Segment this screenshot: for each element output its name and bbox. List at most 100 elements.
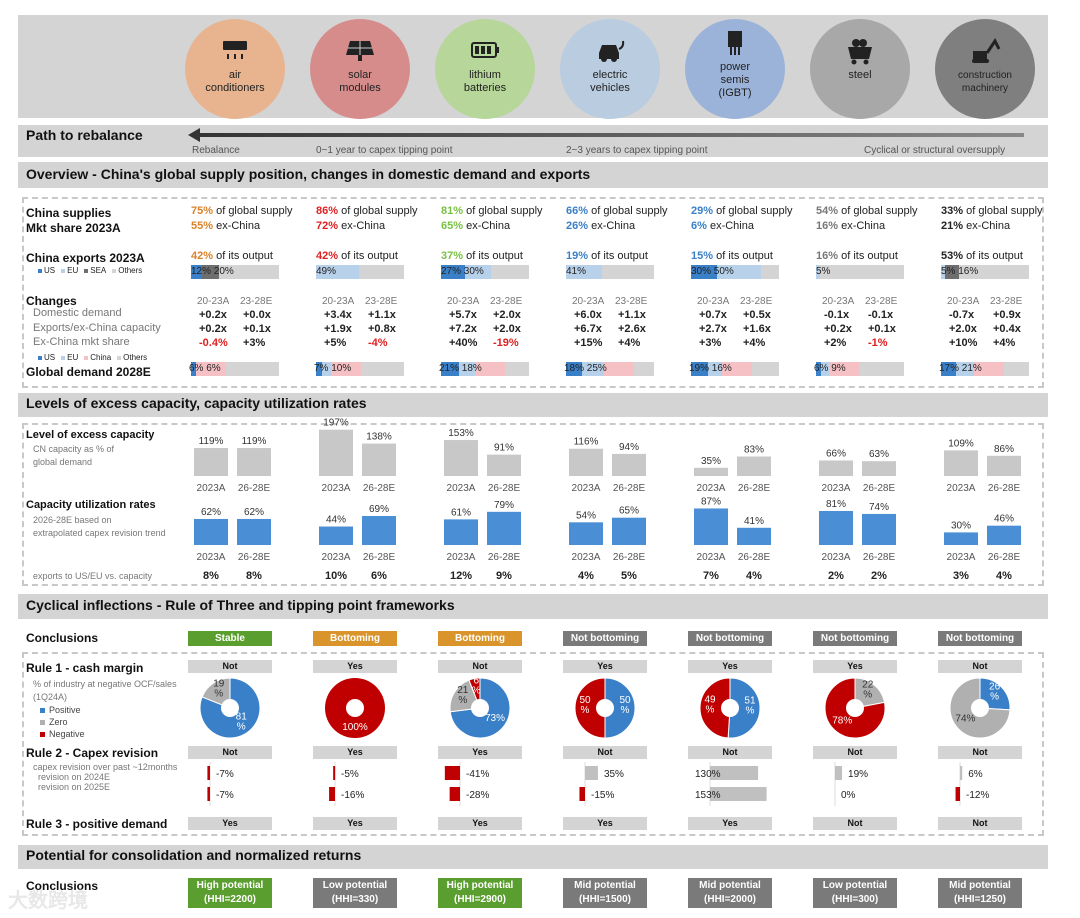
excess-bar-label: 35% [701, 456, 721, 467]
excess-bar [944, 450, 978, 476]
period-a: 20-23A [822, 296, 855, 307]
sector-name: air conditioners [205, 69, 265, 94]
levels-title: Levels of excess capacity, capacity util… [26, 395, 367, 411]
excess-bar-label: 63% [869, 449, 889, 460]
demand-segment [821, 362, 830, 376]
demand-segment [941, 362, 956, 376]
exports-bar-labels: 27% 30% [441, 266, 484, 277]
supply-share: 75% of global supply [191, 205, 293, 217]
exports-capacity-value: 8% [203, 570, 219, 582]
supply-share: 66% of global supply [566, 205, 668, 217]
util-bar-label: 81% [826, 499, 846, 510]
change-value: +0.8x [368, 323, 396, 335]
supply-value: 81% [441, 205, 464, 217]
exports-capacity-value: 4% [746, 570, 762, 582]
demand-segment [603, 362, 634, 376]
levels-band [18, 393, 1048, 417]
exports-bar [441, 265, 529, 279]
sector-name: lithium batteries [463, 69, 507, 94]
demand-bar [691, 362, 779, 376]
exchina-share: 55% ex-China [191, 220, 261, 232]
exports-capacity-value: 3% [953, 570, 969, 582]
conclusion-tag: Not bottoming [563, 631, 647, 646]
exports-capacity-value: 2% [871, 570, 887, 582]
demand-bar-labels: 18% 25% [564, 363, 607, 374]
rule2-pill: Yes [313, 746, 397, 759]
exports-value: 19% [566, 250, 589, 262]
change-value: +2.0x [493, 309, 521, 321]
exports-segment [464, 265, 492, 279]
conclusion-tag: Not bottoming [813, 631, 897, 646]
exports-share: 16% of its output [816, 250, 898, 262]
excess-tick: 26-28E [238, 483, 271, 494]
exchina-value: 6% [691, 220, 707, 232]
path-label-rebalance: Rebalance [192, 145, 240, 156]
rule2-row-2024: revision on 2024E [38, 772, 111, 782]
change-value: +2.0x [493, 323, 521, 335]
period-a: 20-23A [197, 296, 230, 307]
rebalance-arrow [188, 128, 1024, 142]
period-e: 23-28E [615, 296, 648, 307]
exchina-share: 65% ex-China [441, 220, 511, 232]
demand-bar-labels: 6% 9% [814, 363, 846, 374]
exchina-value: 72% [316, 220, 339, 232]
excess-sub: CN capacity as % of global demand [33, 444, 115, 467]
change-value: -4% [368, 337, 388, 349]
watermark: 大数跨境 [8, 890, 88, 912]
change-value: +10% [949, 337, 978, 349]
exports-capacity-value: 12% [450, 570, 472, 582]
util-bar-label: 87% [701, 496, 721, 507]
util-bar-label: 46% [994, 514, 1014, 525]
demand-segment [566, 362, 582, 376]
excess-tick: 2023A [822, 483, 851, 494]
rule1-pill: Yes [313, 660, 397, 673]
supplies-label: China supplies [26, 206, 112, 220]
exchina-share: 6% ex-China [691, 220, 754, 232]
overview-title: Overview - China's global supply positio… [26, 166, 591, 182]
exports-share: 42% of its output [191, 250, 273, 262]
demand-segment [816, 362, 822, 376]
util-bar-label: 65% [619, 506, 639, 517]
conclusion-tag: Not bottoming [938, 631, 1022, 646]
change-value: -19% [493, 337, 519, 349]
consolidation-tag: Low potential (HHI=330) [313, 878, 397, 908]
exports-capacity-value: 4% [996, 570, 1012, 582]
change-value: +1.1x [368, 309, 396, 321]
exports-segment [816, 265, 821, 279]
excess-bar [237, 448, 271, 476]
demand-segment [707, 362, 722, 376]
excess-bar-label: 138% [366, 432, 392, 443]
capex-label: 0% [841, 790, 856, 801]
pie-slice [574, 677, 606, 739]
pie-hole [971, 699, 989, 717]
util-bar-label: 62% [244, 507, 264, 518]
capex-label: 153% [695, 790, 721, 801]
excess-bar-label: 197% [323, 418, 349, 429]
change-value: +0.2x [199, 309, 227, 321]
util-bar-label: 79% [494, 500, 514, 511]
supply-value: 86% [316, 205, 339, 217]
supply-value: 29% [691, 205, 714, 217]
exports-share: 53% of its output [941, 250, 1023, 262]
ev-car-icon [599, 40, 625, 62]
pie-slice [727, 677, 761, 739]
rule2-pill: Not [563, 746, 647, 759]
demand-segment [955, 362, 975, 376]
sector-name: construction machinery [958, 70, 1012, 94]
sector-ev-car: electric vehicles [560, 19, 660, 119]
excess-bar [194, 448, 228, 476]
util-tick: 26-28E [613, 552, 646, 563]
excess-bar [487, 454, 521, 476]
exports-label: China exports 2023A [26, 251, 145, 265]
exports-segment [316, 265, 360, 279]
rule2-pill: Not [938, 746, 1022, 759]
consolidation-potential: Mid potential [574, 880, 636, 891]
util-tick: 2023A [572, 552, 601, 563]
pie-legend-item: Negative [40, 728, 85, 740]
util-bar-label: 69% [369, 504, 389, 515]
util-bar [487, 511, 521, 545]
exports-segment [691, 265, 718, 279]
exports-segment [441, 265, 465, 279]
pie-label: 49% [704, 694, 716, 715]
demand-bar-labels: 21% 18% [439, 363, 482, 374]
